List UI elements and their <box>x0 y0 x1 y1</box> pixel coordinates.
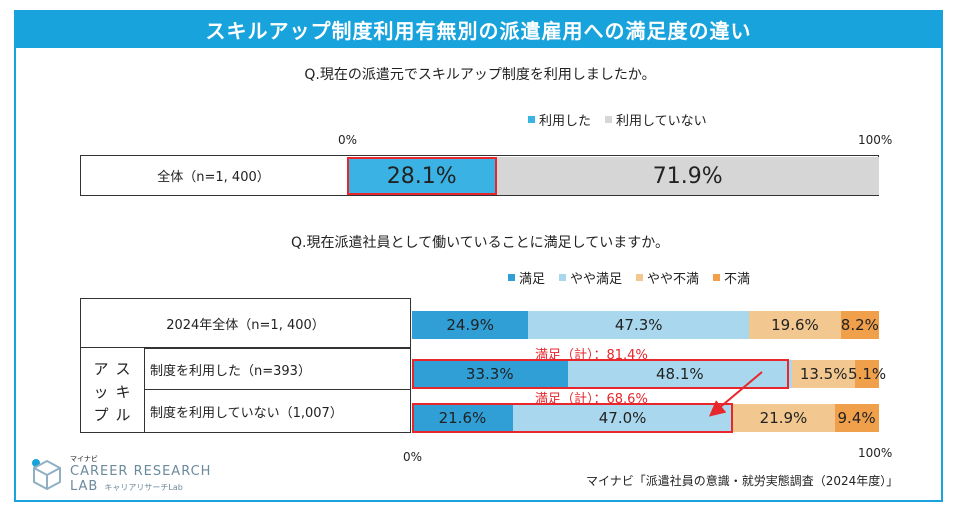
q2-label-row-not-used <box>144 389 411 433</box>
q2-bar-0-1: 47.3% <box>528 311 750 339</box>
q1-axis-right: 100% <box>858 133 893 147</box>
q2-group-label-char: キ <box>115 383 131 401</box>
q1-bar-label: 71.9% <box>652 163 723 189</box>
q2-bar-2-1: 47.0% <box>512 404 733 432</box>
q2-legend-item-satisfied: 満足 <box>508 268 545 287</box>
q2-bar-2-3: 9.4% <box>834 404 879 432</box>
q1-bar-0-0: 28.1% <box>347 157 497 195</box>
q2-bar-0-3: 8.2% <box>840 311 879 339</box>
q2-legend-item-somewhat-dissatisfied: やや不満 <box>636 268 699 287</box>
q2-axis-right: 100% <box>858 446 893 460</box>
q2-legend-label-somewhat-dissatisfied: やや不満 <box>647 272 700 287</box>
career-research-lab-logo: マイナビ CAREER RESEARCH LAB キャリアリサーチLab <box>30 454 211 494</box>
q1-bar-label: 28.1% <box>386 163 457 189</box>
q2-bar-1-2: 13.5% <box>792 360 856 388</box>
q2-bar-label: 13.5% <box>799 365 848 383</box>
q1-legend: 利用した 利用していない <box>528 110 707 129</box>
q2-bar-label: 21.9% <box>759 409 808 427</box>
q2-legend-label-somewhat-satisfied: やや満足 <box>570 272 623 287</box>
q2-legend-swatch-somewhat-satisfied <box>559 274 567 281</box>
q2-bar-label: 47.0% <box>598 409 647 427</box>
q1-legend-swatch-not-used <box>605 116 613 123</box>
q1-axis-left: 0% <box>338 133 358 147</box>
q2-bar-label: 8.2% <box>840 316 879 334</box>
q2-bar-label: 24.9% <box>446 316 494 334</box>
q2-bar-label: 21.6% <box>438 409 487 427</box>
q2-bar-2-0: 21.6% <box>412 404 513 432</box>
page-title: スキルアップ制度利用有無別の派遣雇用への満足度の違い <box>14 10 943 48</box>
q2-row-label-not-used: 制度を利用していない（1,007） <box>150 405 343 421</box>
q2-bar-1-1: 48.1% <box>567 360 793 388</box>
logo-mynavi: マイナビ <box>70 455 98 463</box>
q2-label-row-total <box>80 298 411 348</box>
q1-legend-item-used: 利用した <box>528 110 591 129</box>
q2-legend: 満足 やや満足 やや不満 不満 <box>508 268 750 287</box>
q1-legend-swatch-used <box>528 116 535 123</box>
q2-bar-1-0: 33.3% <box>412 360 568 388</box>
q2-legend-label-dissatisfied: 不満 <box>724 272 751 287</box>
q1-bar-0-1: 71.9% <box>496 157 879 195</box>
q2-bar-label: 19.6% <box>771 316 819 334</box>
q2-group-label: ア ス ッ キ プ ル <box>82 358 142 424</box>
cube-logo-icon <box>32 459 61 491</box>
q1-legend-label-used: 利用した <box>539 114 592 129</box>
q2-highlight-not-used <box>412 403 733 433</box>
source-note: マイナビ「派遣社員の意識・就労実態調査（2024年度）」 <box>586 474 899 488</box>
q2-bar-2-2: 21.9% <box>732 404 835 432</box>
q2-highlight-used <box>412 359 789 389</box>
q2-bar-0-0: 24.9% <box>412 311 529 339</box>
q1-legend-item-not-used: 利用していない <box>605 110 707 129</box>
q2-group-label-char: ア <box>93 360 109 378</box>
q2-row-label-used: 制度を利用した（n=393） <box>150 363 311 379</box>
q2-bar-label: 33.3% <box>465 365 514 383</box>
q2-bar-label: 9.4% <box>837 409 876 427</box>
q2-legend-item-dissatisfied: 不満 <box>713 268 750 287</box>
q2-legend-item-somewhat-satisfied: やや満足 <box>559 268 622 287</box>
q2-legend-swatch-satisfied <box>508 274 515 281</box>
q2-row-label-total: 2024年全体（n=1, 400） <box>166 317 325 333</box>
q2-legend-label-satisfied: 満足 <box>519 272 546 287</box>
q2-group-label-char: ス <box>115 360 131 378</box>
q1-row-label: 全体（n=1, 400） <box>157 170 270 185</box>
q2-question: Q.現在派遣社員として働いていることに満足していますか。 <box>291 235 669 251</box>
q2-legend-swatch-somewhat-dissatisfied <box>636 274 644 281</box>
logo-career-research: CAREER RESEARCH <box>70 464 212 479</box>
q1-legend-label-not-used: 利用していない <box>616 114 707 129</box>
comparison-arrow-icon <box>708 371 763 417</box>
q2-bar-label: 48.1% <box>655 365 704 383</box>
q2-group-label-char: プ <box>93 406 109 424</box>
q2-bar-1-3: 5.1% <box>848 360 886 388</box>
q2-axis-left: 0% <box>403 450 423 464</box>
q2-bar-label: 47.3% <box>614 316 663 334</box>
logo-career-research-jp: キャリアリサーチLab <box>104 483 183 492</box>
q1-question: Q.現在の派遣元でスキルアップ制度を利用しましたか。 <box>304 67 656 83</box>
q2-bar-0-2: 19.6% <box>749 311 841 339</box>
q2-group-label-char: ル <box>115 406 131 424</box>
q2-bar-label: 5.1% <box>848 365 887 383</box>
logo-text: マイナビ CAREER RESEARCH LAB キャリアリサーチLab <box>70 454 211 494</box>
logo-lab: LAB <box>70 479 99 494</box>
q2-group-label-char: ッ <box>93 383 109 401</box>
q2-legend-swatch-dissatisfied <box>713 274 721 281</box>
logo-bottom-line: LAB キャリアリサーチLab <box>70 479 211 494</box>
q1-highlight-box <box>347 157 497 195</box>
